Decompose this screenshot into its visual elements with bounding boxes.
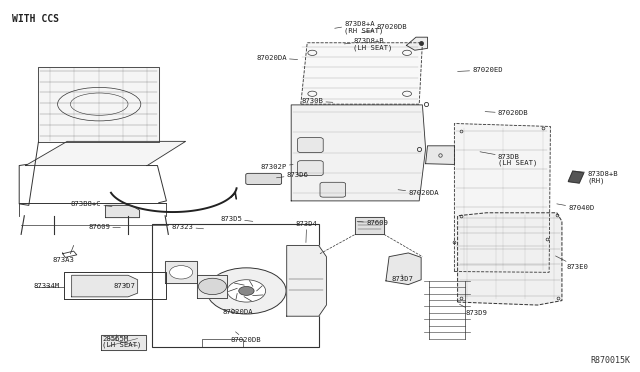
- Text: (LH SEAT): (LH SEAT): [353, 44, 393, 51]
- Text: 87609: 87609: [357, 220, 388, 226]
- Text: 87020DB: 87020DB: [362, 24, 407, 33]
- Text: 87020DA: 87020DA: [223, 309, 253, 315]
- Polygon shape: [291, 105, 426, 201]
- Text: 87020DB: 87020DB: [485, 110, 529, 116]
- Text: 873B8+C: 873B8+C: [70, 201, 112, 207]
- Polygon shape: [26, 141, 186, 166]
- Polygon shape: [165, 261, 197, 283]
- Polygon shape: [38, 67, 159, 142]
- FancyBboxPatch shape: [298, 161, 323, 176]
- Text: 873D8+A: 873D8+A: [335, 21, 375, 28]
- Text: 87020DB: 87020DB: [230, 332, 261, 343]
- Polygon shape: [568, 171, 584, 183]
- Text: 873D5: 873D5: [220, 216, 253, 222]
- Text: 87040D: 87040D: [557, 204, 595, 211]
- Text: 8730B: 8730B: [301, 98, 333, 104]
- Polygon shape: [72, 275, 138, 297]
- Text: R870015K: R870015K: [590, 356, 630, 365]
- Text: 87334M: 87334M: [33, 283, 60, 289]
- Text: 87020DA: 87020DA: [398, 190, 439, 196]
- Circle shape: [227, 280, 266, 302]
- Text: 87609: 87609: [88, 224, 120, 230]
- Text: 873D7: 873D7: [392, 275, 413, 282]
- Text: 873D7: 873D7: [114, 283, 136, 289]
- Text: 87302P: 87302P: [260, 164, 293, 170]
- Circle shape: [239, 286, 254, 295]
- Text: 87020ED: 87020ED: [458, 67, 503, 73]
- Text: (LH SEAT): (LH SEAT): [102, 342, 142, 349]
- Circle shape: [198, 278, 227, 295]
- Circle shape: [207, 268, 286, 314]
- Text: (RH): (RH): [588, 177, 605, 184]
- Circle shape: [170, 266, 193, 279]
- Text: 873A3: 873A3: [52, 252, 74, 263]
- Text: 873D8+B: 873D8+B: [575, 171, 618, 177]
- Polygon shape: [458, 213, 562, 305]
- Text: 87323: 87323: [172, 224, 204, 230]
- Polygon shape: [106, 205, 140, 218]
- FancyBboxPatch shape: [246, 173, 282, 185]
- Text: WITH CCS: WITH CCS: [12, 14, 58, 24]
- Text: 87020DA: 87020DA: [256, 55, 298, 61]
- Text: 28565M: 28565M: [102, 335, 129, 342]
- Polygon shape: [426, 146, 454, 164]
- Polygon shape: [301, 43, 422, 104]
- Text: (LH SEAT): (LH SEAT): [498, 160, 538, 166]
- Text: 873D8+B: 873D8+B: [344, 38, 384, 44]
- Text: 873E0: 873E0: [556, 256, 588, 270]
- Text: 873D4: 873D4: [296, 221, 317, 243]
- Polygon shape: [197, 275, 227, 298]
- Polygon shape: [287, 246, 326, 316]
- Polygon shape: [355, 217, 384, 234]
- FancyBboxPatch shape: [320, 182, 346, 197]
- Polygon shape: [101, 335, 146, 350]
- Text: 873D6: 873D6: [276, 172, 308, 178]
- Text: (RH SEAT): (RH SEAT): [344, 27, 384, 34]
- Polygon shape: [386, 253, 421, 285]
- Text: 873DB: 873DB: [480, 152, 520, 160]
- FancyBboxPatch shape: [298, 138, 323, 153]
- Polygon shape: [454, 124, 550, 272]
- Polygon shape: [406, 37, 428, 50]
- Text: 873D9: 873D9: [460, 304, 488, 316]
